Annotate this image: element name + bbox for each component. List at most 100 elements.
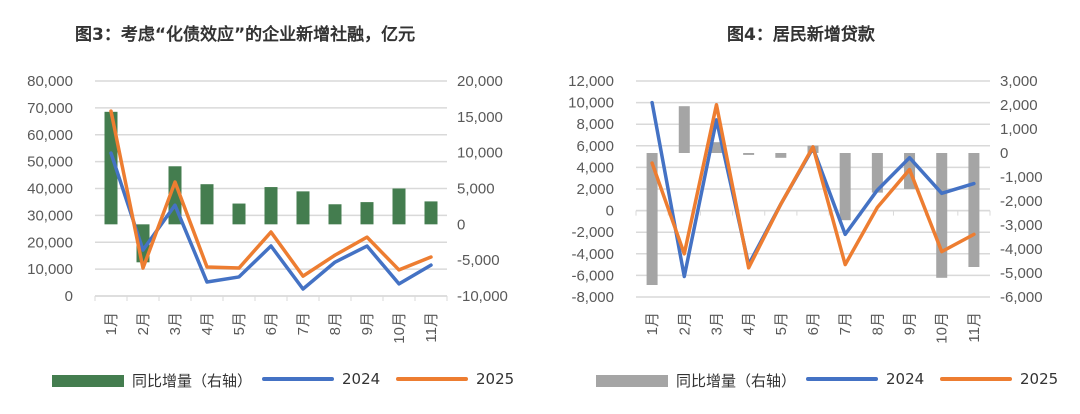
legend-swatch: [940, 377, 1012, 381]
left-axis-tick: 2,000: [576, 181, 614, 198]
right-axis-tick: -2,000: [1000, 193, 1043, 210]
chart1-legend-2024: 2024: [262, 370, 380, 388]
legend-label: 2025: [1020, 370, 1059, 388]
x-axis-label: 9月: [902, 312, 919, 335]
x-axis-label: 3月: [708, 312, 725, 335]
bar-同比增量（右轴）: [646, 153, 658, 285]
x-axis-label: 2月: [676, 312, 693, 335]
x-axis-label: 3月: [167, 312, 184, 335]
right-axis-tick: 20,000: [457, 73, 503, 90]
left-axis-tick: 60,000: [27, 127, 73, 144]
left-axis-tick: 8,000: [576, 116, 614, 133]
right-axis-tick: -5,000: [1000, 265, 1043, 282]
legend-label: 2024: [886, 370, 925, 388]
bar-同比增量（右轴）: [743, 153, 755, 155]
x-axis-label: 5月: [231, 312, 248, 335]
bar-同比增量（右轴）: [968, 153, 980, 267]
left-axis-tick: 30,000: [27, 207, 73, 224]
bar-同比增量（右轴）: [424, 201, 438, 225]
left-axis-tick: 0: [606, 203, 614, 220]
chart2-legend-2025: 2025: [940, 370, 1058, 388]
left-axis-tick: 10,000: [568, 95, 614, 112]
line-series-2024: [109, 151, 433, 291]
x-axis-label: 1月: [644, 312, 661, 335]
bar-同比增量（右轴）: [392, 188, 406, 225]
left-axis-tick: 80,000: [27, 73, 73, 90]
x-axis-label: 6月: [263, 312, 280, 335]
chart1-legend-2025: 2025: [396, 370, 514, 388]
right-axis-tick: 5,000: [457, 181, 495, 198]
legend-label: 同比增量（右轴）: [132, 372, 253, 390]
x-axis-label: 4月: [199, 312, 216, 335]
legend-swatch: [396, 377, 468, 381]
chart1-title: 图3：考虑“化债效应”的企业新增社融，亿元: [75, 25, 416, 45]
legend-label: 同比增量（右轴）: [676, 372, 797, 390]
left-axis-tick: 20,000: [27, 234, 73, 251]
x-axis-label: 1月: [103, 312, 120, 335]
right-axis-tick: -6,000: [1000, 289, 1043, 306]
x-axis-label: 8月: [327, 312, 344, 335]
legend-label: 2024: [342, 370, 381, 388]
left-axis-tick: 70,000: [27, 100, 73, 117]
bar-同比增量（右轴）: [200, 184, 214, 225]
left-axis-tick: 0: [65, 288, 73, 305]
bar-同比增量（右轴）: [264, 187, 278, 225]
bar-同比增量（右轴）: [839, 153, 851, 221]
right-axis-tick: 0: [457, 216, 465, 233]
x-axis-label: 5月: [773, 312, 790, 335]
line-series-2025: [109, 109, 433, 278]
right-axis-tick: -4,000: [1000, 241, 1043, 258]
right-axis-tick: 10,000: [457, 145, 503, 162]
right-axis-tick: 0: [1000, 145, 1008, 162]
left-axis-tick: 10,000: [27, 261, 73, 278]
legend-swatch: [806, 377, 878, 381]
bar-同比增量（右轴）: [360, 202, 374, 225]
bar-同比增量（右轴）: [775, 153, 787, 158]
left-axis-tick: -2,000: [571, 224, 614, 241]
left-axis-tick: 40,000: [27, 181, 73, 198]
chart1-legend-bar: 同比增量（右轴）: [52, 370, 252, 391]
x-axis-label: 11月: [423, 312, 440, 343]
left-axis-tick: -8,000: [571, 289, 614, 306]
x-axis-label: 8月: [869, 312, 886, 335]
left-axis-tick: 50,000: [27, 154, 73, 171]
right-axis-tick: 15,000: [457, 109, 503, 126]
x-axis-label: 9月: [359, 312, 376, 335]
left-axis-tick: 4,000: [576, 159, 614, 176]
right-axis-tick: -3,000: [1000, 217, 1043, 234]
legend-swatch: [596, 374, 668, 387]
bar-同比增量（右轴）: [936, 153, 948, 278]
chart2-title: 图4：居民新增贷款: [727, 25, 875, 45]
right-axis-tick: 1,000: [1000, 121, 1038, 138]
bar-同比增量（右轴）: [104, 111, 118, 225]
legend-swatch: [262, 377, 334, 381]
right-axis-tick: 3,000: [1000, 73, 1038, 90]
bar-同比增量（右轴）: [328, 204, 342, 225]
left-axis-tick: 6,000: [576, 138, 614, 155]
bar-同比增量（右轴）: [296, 191, 310, 225]
left-axis-tick: -6,000: [571, 267, 614, 284]
legend-label: 2025: [476, 370, 515, 388]
legend-swatch: [52, 374, 124, 387]
x-axis-label: 10月: [934, 312, 951, 344]
x-axis-label: 4月: [741, 312, 758, 335]
line-series-2025: [650, 103, 976, 270]
right-axis-tick: -5,000: [457, 252, 500, 269]
chart2-legend-bar: 同比增量（右轴）: [596, 370, 796, 391]
x-axis-label: 7月: [837, 312, 854, 335]
x-axis-label: 2月: [135, 312, 152, 335]
x-axis-label: 11月: [966, 312, 983, 343]
right-axis-tick: 2,000: [1000, 97, 1038, 114]
right-axis-tick: -10,000: [457, 288, 508, 305]
bar-同比增量（右轴）: [232, 203, 246, 225]
x-axis-label: 7月: [295, 312, 312, 335]
x-axis-label: 6月: [805, 312, 822, 335]
bar-同比增量（右轴）: [678, 106, 690, 153]
x-axis-label: 10月: [391, 312, 408, 344]
right-axis-tick: -1,000: [1000, 169, 1043, 186]
left-axis-tick: 12,000: [568, 73, 614, 90]
left-axis-tick: -4,000: [571, 246, 614, 263]
bar-同比增量（右轴）: [871, 153, 883, 193]
